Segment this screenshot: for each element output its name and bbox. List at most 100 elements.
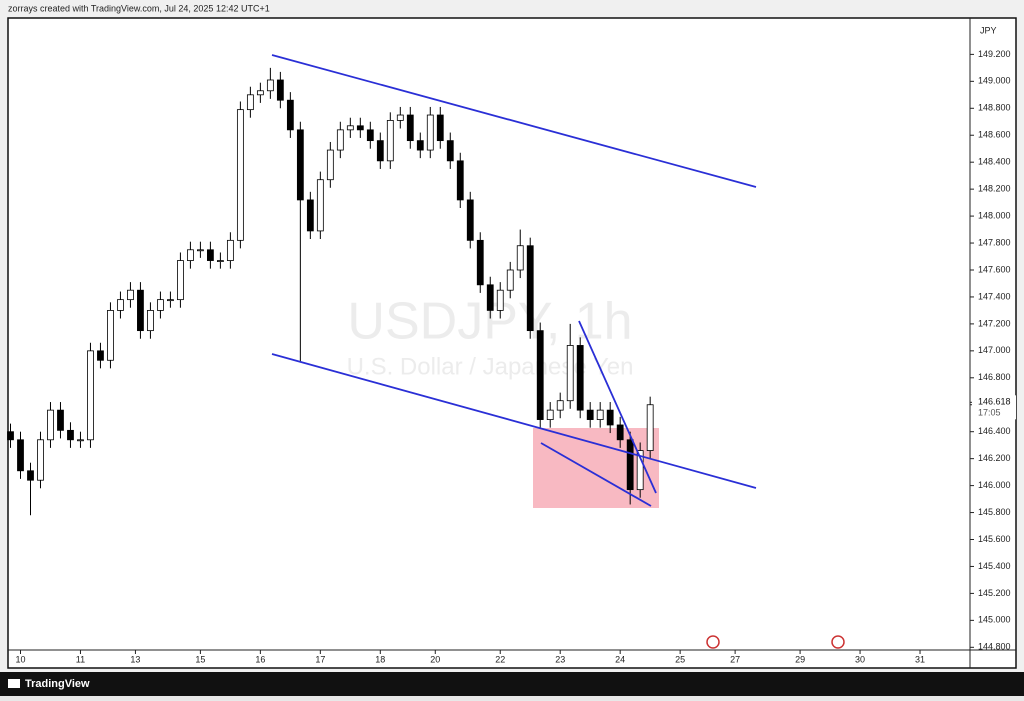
candle-body <box>226 239 234 261</box>
candle-body <box>137 289 144 332</box>
candle-body <box>476 239 484 286</box>
candle-body <box>406 114 414 142</box>
x-tick-label: 23 <box>555 654 565 664</box>
y-tick-label: 147.800 <box>978 237 1011 247</box>
header-text: zorrays created with TradingView.com, Ju… <box>8 3 270 13</box>
candle-body <box>616 424 624 441</box>
lower-channel-line <box>271 353 757 489</box>
candle-body <box>117 299 124 311</box>
event-icons <box>706 635 845 649</box>
candle-body <box>306 199 314 232</box>
footer-bar <box>0 672 1024 696</box>
y-tick-label: 149.200 <box>978 49 1011 59</box>
candle-body <box>416 140 424 151</box>
y-tick-label: 148.800 <box>978 103 1011 113</box>
candle-body <box>626 439 634 491</box>
y-tick-label: 147.200 <box>978 318 1011 328</box>
candle-body <box>197 249 204 252</box>
wedge-lower-line <box>540 442 652 507</box>
y-tick-label: 147.400 <box>978 291 1011 301</box>
candle-body <box>37 439 44 481</box>
last-price-label: 146.618 <box>978 397 1011 407</box>
x-tick-label: 27 <box>730 654 740 664</box>
candle-body <box>256 90 264 96</box>
y-tick-label: 145.000 <box>978 615 1011 625</box>
event-icon[interactable] <box>706 635 720 649</box>
candle-body <box>67 429 74 441</box>
candle-body <box>216 260 224 262</box>
candle-body <box>596 409 604 420</box>
upper-channel-line <box>271 54 757 188</box>
candle-body <box>157 299 164 311</box>
candle-body <box>127 289 134 301</box>
candle-body <box>646 404 654 451</box>
candle-body <box>556 400 564 411</box>
footer-text: TradingView <box>25 678 90 690</box>
x-tick-label: 18 <box>375 654 385 664</box>
last-price-box <box>972 395 1016 420</box>
candle-body <box>177 260 184 301</box>
candle-body <box>246 94 254 111</box>
candle-body <box>536 330 544 420</box>
x-tick-label: 30 <box>855 654 865 664</box>
candle-body <box>266 79 274 92</box>
candle-body <box>426 114 434 151</box>
event-icon[interactable] <box>831 635 845 649</box>
candle-body <box>97 350 104 361</box>
candle-body <box>77 439 84 442</box>
y-tick-label: 145.800 <box>978 507 1011 517</box>
candle-body <box>187 249 194 261</box>
candle-body <box>456 160 464 201</box>
candle-body <box>87 350 94 441</box>
y-tick-label: 145.200 <box>978 588 1011 598</box>
axes: 144.800 145.000 145.200 145.400 145.600 145.8… <box>15 49 1010 665</box>
wedge-upper-line <box>578 320 657 494</box>
x-tick-label: 24 <box>615 654 625 664</box>
x-tick-label: 20 <box>430 654 440 664</box>
candle-body <box>107 310 114 361</box>
candle-body <box>336 129 344 151</box>
candle-body <box>346 125 354 131</box>
watermark-description: U.S. Dollar / Japanese Yen <box>347 353 634 380</box>
candle-body <box>526 245 534 332</box>
y-tick-label: 144.800 <box>978 642 1011 652</box>
x-tick-label: 31 <box>915 654 925 664</box>
candle-body <box>316 179 324 232</box>
chart-frame <box>7 17 1017 669</box>
candle-body <box>356 125 364 131</box>
trend-lines <box>271 54 757 507</box>
candle-body <box>57 409 64 431</box>
candle-body <box>326 149 334 181</box>
candle-body <box>576 345 584 411</box>
candle-body <box>546 409 554 420</box>
candle-body <box>396 114 404 121</box>
x-tick-label: 29 <box>795 654 805 664</box>
candle-body <box>296 129 304 201</box>
candle-body <box>586 409 594 420</box>
candle-body <box>286 99 294 131</box>
y-tick-label: 145.600 <box>978 534 1011 544</box>
candle-body <box>466 199 474 241</box>
x-tick-label: 10 <box>15 654 25 664</box>
candle-body <box>636 450 644 491</box>
candle-body <box>516 245 524 271</box>
x-tick-label: 25 <box>675 654 685 664</box>
candle-body <box>167 299 174 302</box>
y-tick-label: 148.600 <box>978 130 1011 140</box>
y-tick-label: 145.400 <box>978 561 1011 571</box>
candle-body <box>17 439 24 472</box>
y-tick-label: 148.200 <box>978 184 1011 194</box>
candle-body <box>486 284 494 311</box>
candle-body <box>47 409 54 441</box>
candle-body <box>206 249 214 261</box>
x-tick-label: 16 <box>255 654 265 664</box>
candle-body <box>606 409 614 426</box>
candle-body <box>436 114 444 142</box>
candle-body <box>276 79 284 101</box>
candle-body <box>7 431 14 441</box>
candle-body <box>446 140 454 162</box>
candle-body <box>236 109 244 241</box>
currency-label: JPY <box>980 25 997 35</box>
y-tick-label: 147.600 <box>978 264 1011 274</box>
